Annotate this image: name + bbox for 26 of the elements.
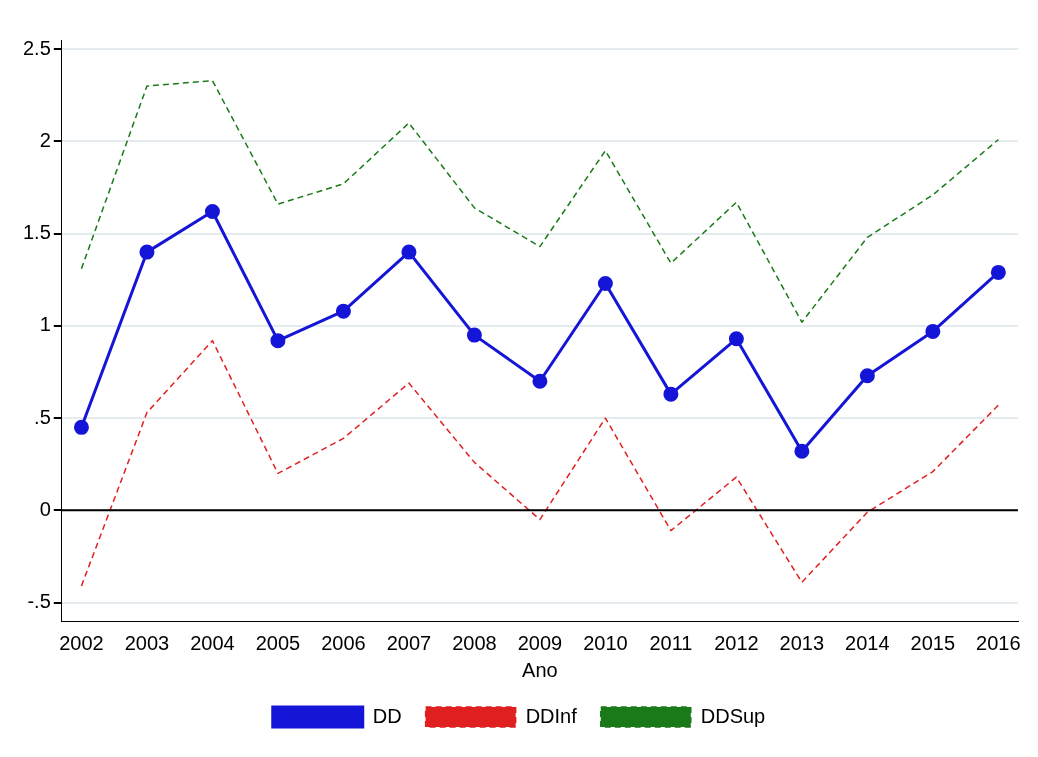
x-tick-label: 2002: [59, 631, 104, 654]
y-tick-label: -.5: [27, 590, 51, 613]
x-tick-label: 2006: [321, 631, 366, 654]
x-tick-label: 2013: [779, 631, 825, 654]
x-tick-label: 2007: [386, 631, 432, 654]
legend-label: DD: [372, 704, 402, 727]
x-tick-label: 2012: [714, 631, 759, 654]
x-tick-label: 2011: [649, 631, 693, 654]
y-tick-label: 2: [39, 128, 51, 151]
x-tick-label: 2014: [845, 631, 890, 654]
y-tick-label: 2.5: [22, 36, 51, 59]
legend-label: DDInf: [525, 704, 578, 727]
x-tick-label: 2010: [583, 631, 628, 654]
y-tick-label: 1.5: [22, 221, 51, 244]
y-tick-label: 0: [39, 497, 51, 520]
x-tick-label: 2008: [452, 631, 497, 654]
legend-label: DDSup: [700, 704, 766, 727]
x-axis-title: Ano: [522, 658, 558, 681]
x-tick-label: 2016: [976, 631, 1021, 654]
y-tick-label: 1: [39, 313, 51, 336]
x-tick-label: 2015: [910, 631, 956, 654]
x-tick-label: 2004: [190, 631, 235, 654]
x-tick-label: 2009: [517, 631, 563, 654]
x-tick-label: 2005: [255, 631, 301, 654]
x-tick-label: 2003: [124, 631, 170, 654]
y-tick-label: .5: [34, 405, 51, 428]
